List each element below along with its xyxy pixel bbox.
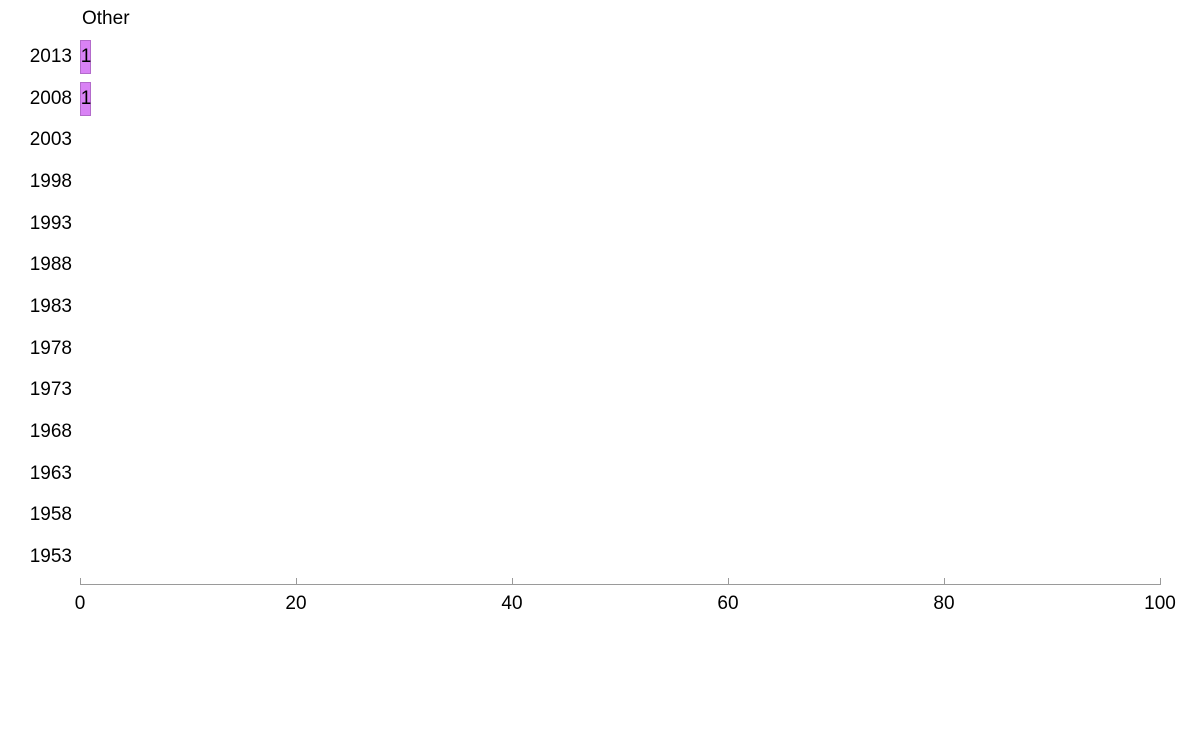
x-tick-label: 0 (74, 593, 86, 614)
bar-2013-other (80, 40, 91, 74)
x-tick (728, 578, 729, 584)
y-tick-label: 1958 (29, 504, 72, 525)
y-tick-label: 1983 (29, 296, 72, 317)
bar-value-label: 1 (80, 46, 92, 67)
y-tick-label: 1968 (29, 421, 72, 442)
x-tick (80, 578, 81, 584)
x-tick (944, 578, 945, 584)
chart-title: Other (82, 8, 130, 29)
x-tick (1160, 578, 1161, 584)
y-tick-label: 1978 (29, 338, 72, 359)
legend: HomeI Own Govern-mental housing Publicho… (0, 620, 1188, 736)
x-tick-label: 60 (717, 593, 739, 614)
x-tick-label: 20 (285, 593, 307, 614)
y-tick-label: 2008 (29, 88, 72, 109)
y-tick-label: 2013 (29, 46, 72, 67)
x-tick (512, 578, 513, 584)
y-tick-label: 1963 (29, 463, 72, 484)
y-tick-label: 1953 (29, 546, 72, 567)
y-tick-label: 1998 (29, 171, 72, 192)
x-axis-line (80, 584, 1161, 585)
bar-value-label: 1 (80, 88, 92, 109)
bar-2008-other (80, 82, 91, 116)
y-tick-label: 1973 (29, 379, 72, 400)
y-tick-label: 1988 (29, 254, 72, 275)
x-tick-label: 40 (501, 593, 523, 614)
x-tick-label: 100 (1144, 593, 1176, 614)
x-tick (296, 578, 297, 584)
y-tick-label: 2003 (29, 129, 72, 150)
y-tick-label: 1993 (29, 213, 72, 234)
x-tick-label: 80 (933, 593, 955, 614)
